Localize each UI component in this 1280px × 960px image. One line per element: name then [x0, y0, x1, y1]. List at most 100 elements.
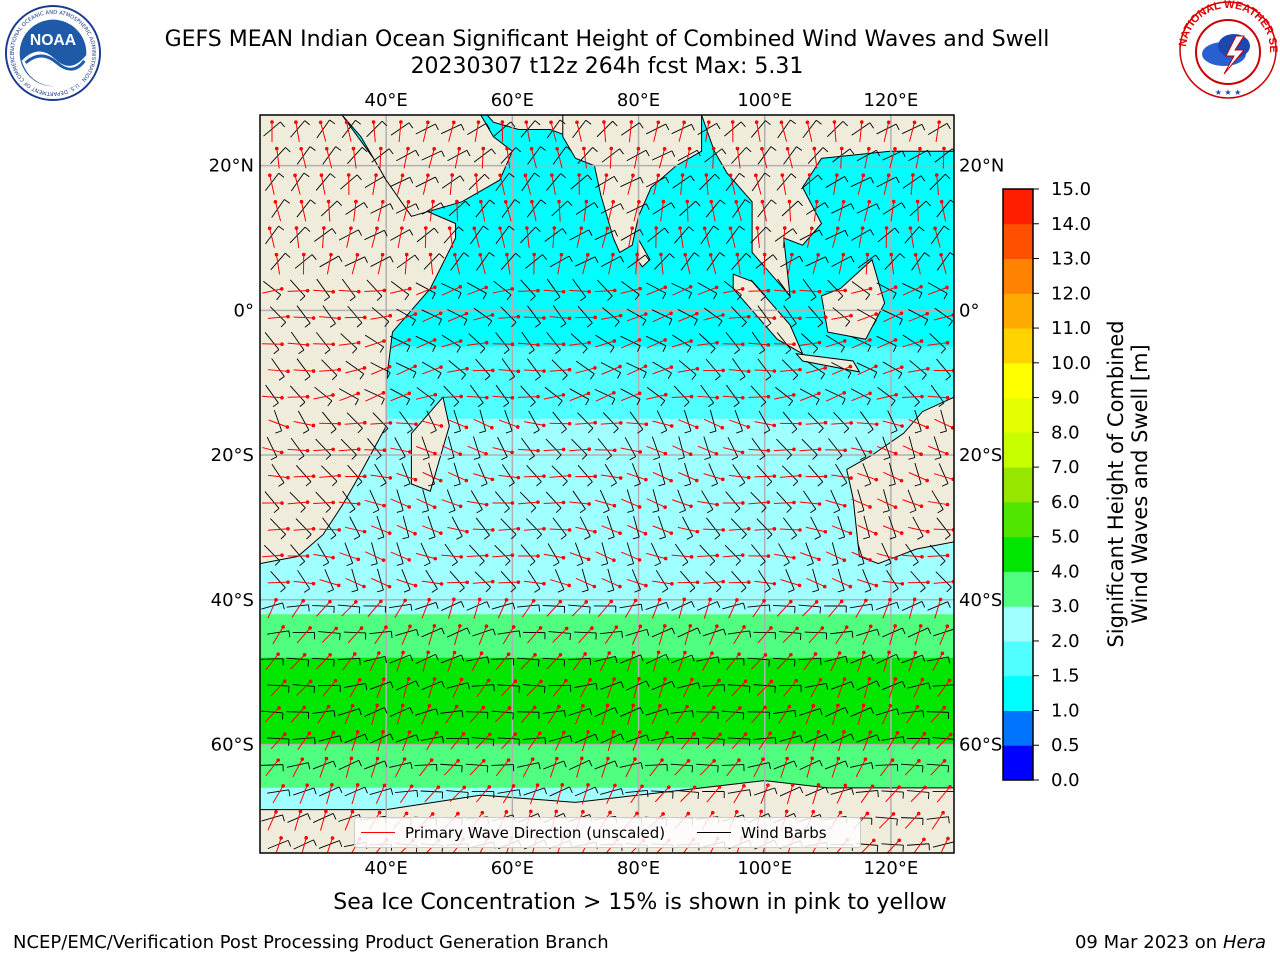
wind-barb-staff-321	[887, 410, 898, 431]
wind-barb-326	[315, 438, 332, 460]
colorbar-tick-label-6: 4.0	[1051, 561, 1080, 582]
wave-arrow-502	[678, 597, 687, 619]
wave-arrow-91	[530, 199, 537, 222]
wave-arrow-head-463	[387, 584, 392, 589]
wave-arrow-shaft-313	[678, 419, 698, 428]
wave-arrow-head-312	[669, 424, 674, 428]
wind-barb-86	[395, 203, 420, 214]
wind-barb-staff-285	[646, 387, 666, 401]
wave-arrow-head-623	[331, 730, 336, 735]
wave-arrow-shaft-513	[272, 626, 284, 645]
wind-barb-staff-360	[501, 464, 515, 483]
wave-arrow-shaft-376	[908, 472, 928, 481]
wind-barb-flag-420	[659, 536, 666, 540]
wave-arrow-686	[556, 783, 565, 805]
wave-arrow-shaft-6	[422, 122, 429, 142]
wind-barb-staff-479	[785, 569, 795, 590]
wind-barb-224	[468, 333, 486, 354]
wave-arrow-head-720	[734, 810, 739, 814]
wave-arrow-47	[785, 146, 793, 169]
wind-barb-flag-515	[339, 633, 341, 641]
wind-barb-staff-579	[574, 683, 597, 688]
wind-barb-353	[321, 465, 338, 487]
wave-arrow-shaft-728	[931, 812, 944, 830]
wave-arrow-head-617	[861, 703, 866, 708]
wave-arrow-head-662	[633, 757, 637, 761]
wind-barb-196	[447, 309, 468, 326]
colorbar-tick-label-5: 3.0	[1051, 596, 1080, 617]
wind-barb-staff-178	[671, 282, 692, 294]
wave-arrow-head-494	[477, 597, 482, 602]
wave-arrow-shaft-666	[726, 759, 740, 777]
wind-barb-staff-306	[504, 409, 513, 432]
wind-barb-289	[750, 385, 767, 407]
wind-barb-flag-248	[412, 371, 417, 379]
wave-arrow-527	[631, 624, 643, 645]
wind-barb-staff-529	[677, 627, 698, 638]
wave-arrow-665	[699, 759, 716, 776]
wind-barb-staff-644	[856, 734, 878, 743]
sea-ice-caption: Sea Ice Concentration > 15% is shown in …	[333, 890, 947, 915]
wave-arrow-644	[862, 730, 873, 752]
wave-arrow-head-69	[656, 173, 661, 178]
wind-barb-staff-498	[568, 604, 591, 608]
wave-arrow-head-22	[832, 120, 837, 124]
wind-barb-staff-542	[312, 657, 335, 661]
wind-barb-flag-475	[689, 587, 696, 593]
wind-barb-506	[772, 605, 796, 614]
wind-barb-603	[491, 710, 514, 720]
wave-arrow-head-521	[484, 624, 489, 628]
map-grid	[260, 115, 954, 853]
wave-arrow-head-202	[618, 313, 623, 318]
wind-barb-flag-291	[815, 399, 820, 406]
wind-barb-658	[517, 762, 541, 770]
wind-barb-flag-629	[492, 739, 495, 747]
wind-barb-flag-80	[945, 173, 951, 180]
wind-barb-589	[830, 681, 855, 690]
wave-arrow-15	[653, 120, 661, 142]
wave-arrow-shaft-149	[635, 254, 638, 275]
wind-barb-flag-401	[857, 510, 865, 513]
wave-arrow-233	[697, 340, 719, 346]
wind-barb-flag-159	[899, 253, 906, 259]
wave-arrow-shaft-320	[856, 422, 877, 425]
wind-barb-flag-636	[672, 736, 675, 744]
wave-arrow-400	[825, 499, 847, 508]
wind-barb-flag-338	[629, 456, 636, 461]
wind-barb-staff-653	[389, 762, 411, 768]
wave-arrow-shaft-45	[736, 148, 741, 169]
wind-barb-flag-283	[611, 398, 616, 405]
wave-arrow-124	[678, 226, 684, 248]
wave-arrow-shaft-332	[467, 445, 487, 455]
wave-arrow-head-668	[785, 756, 789, 761]
wind-barb-staff-671	[849, 762, 872, 768]
wind-barb-482	[862, 569, 872, 593]
wind-barb-462	[351, 568, 359, 593]
wave-arrow-head-670	[836, 756, 841, 761]
wave-arrow-shaft-686	[556, 784, 563, 805]
wind-barb-130	[825, 229, 849, 241]
wind-barb-548	[465, 656, 490, 664]
wind-barb-staff-755	[932, 841, 954, 848]
wave-arrow-head-584	[717, 678, 721, 683]
wave-arrow-shaft-375	[883, 471, 902, 482]
wave-arrow-shaft-495	[497, 599, 507, 619]
wind-barb-201	[577, 305, 593, 328]
wave-arrow-shaft-493	[448, 599, 455, 619]
wave-arrow-shaft-507	[802, 601, 818, 617]
wind-barb-staff-381	[342, 490, 356, 510]
wave-arrow-566	[932, 651, 945, 671]
wind-barb-staff-112	[364, 229, 385, 241]
wind-barb-staff-458	[929, 544, 946, 562]
wind-barb-405	[270, 518, 286, 540]
wind-barb-staff-63	[495, 172, 510, 192]
wind-barb-staff-678	[344, 786, 366, 797]
wave-arrow-shaft-230	[621, 339, 640, 349]
wind-barb-staff-59	[389, 176, 411, 188]
wind-barb-468	[500, 571, 517, 593]
wave-arrow-shaft-359	[473, 473, 493, 480]
wind-barb-flag-405	[280, 534, 286, 540]
wave-arrow-head-167	[407, 286, 412, 291]
wind-barb-flag-458	[939, 560, 946, 566]
wind-barb-624	[344, 733, 368, 744]
